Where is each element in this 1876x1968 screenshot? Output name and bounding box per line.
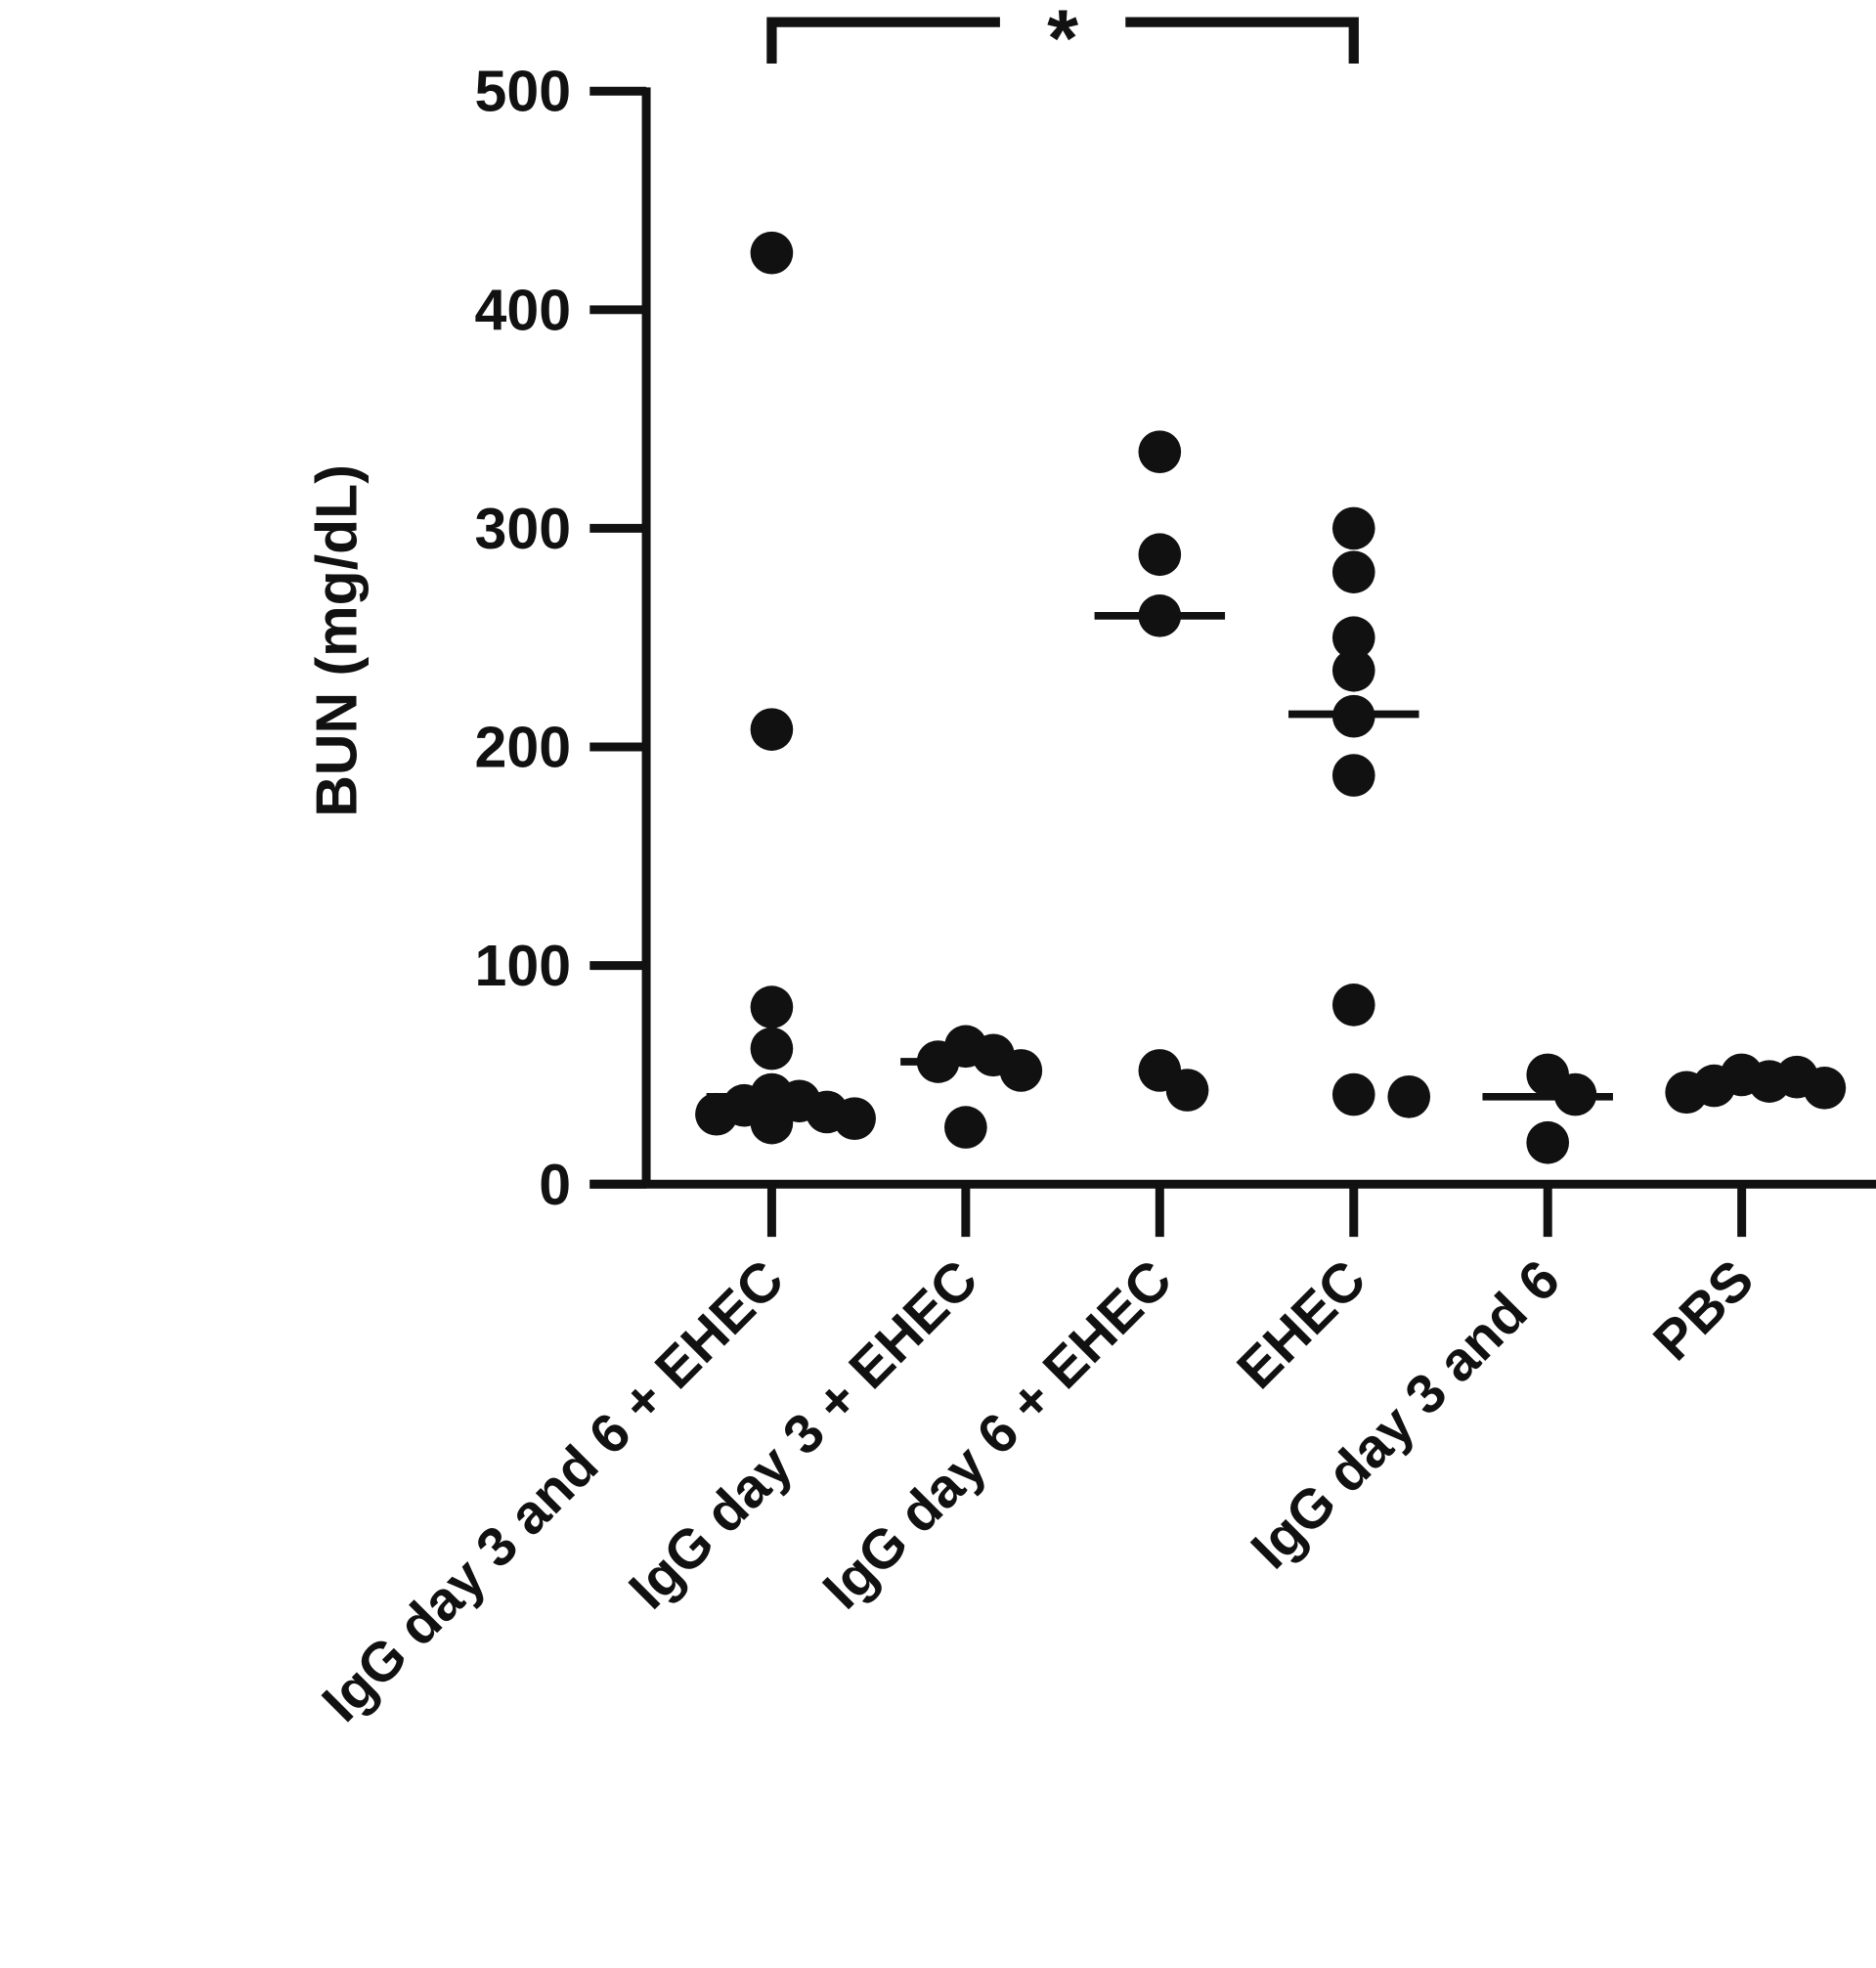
data-point: [833, 1097, 876, 1140]
data-point: [695, 1092, 738, 1136]
data-point: [750, 985, 794, 1028]
significance-label: *: [1047, 0, 1078, 84]
data-point: [1331, 616, 1375, 660]
y-tick-label: 400: [475, 278, 572, 342]
data-point: [1331, 648, 1375, 692]
y-tick-label: 500: [475, 60, 572, 124]
data-point: [1665, 1071, 1708, 1115]
data-point: [750, 231, 794, 275]
x-tick-label: IgG day 6 + EHEC: [810, 1248, 1183, 1621]
x-tick-label: PBS: [1641, 1248, 1766, 1373]
y-tick-label: 200: [475, 716, 572, 780]
data-point: [1138, 430, 1182, 473]
data-point: [750, 1101, 794, 1145]
data-point: [1526, 1120, 1570, 1164]
data-point: [1331, 550, 1375, 593]
y-tick-label: 100: [475, 934, 572, 998]
data-point: [750, 708, 794, 751]
data-point: [1138, 533, 1182, 577]
data-point: [1331, 1072, 1375, 1116]
y-axis-label: BUN (mg/dL): [305, 464, 370, 817]
y-tick-label: 0: [539, 1153, 571, 1217]
data-point: [750, 1027, 794, 1071]
significance-bracket: [766, 17, 1359, 64]
data-point: [1165, 1069, 1209, 1112]
data-point: [1331, 754, 1375, 797]
data-point: [999, 1049, 1043, 1092]
y-tick-label: 300: [475, 497, 572, 561]
data-point: [944, 1106, 987, 1149]
x-tick-label: IgG day 3 + EHEC: [617, 1248, 989, 1621]
data-point: [1387, 1074, 1431, 1118]
data-point: [1803, 1067, 1847, 1110]
data-point: [1331, 506, 1375, 550]
data-point: [1331, 984, 1375, 1027]
x-tick-label: EHEC: [1225, 1248, 1376, 1400]
